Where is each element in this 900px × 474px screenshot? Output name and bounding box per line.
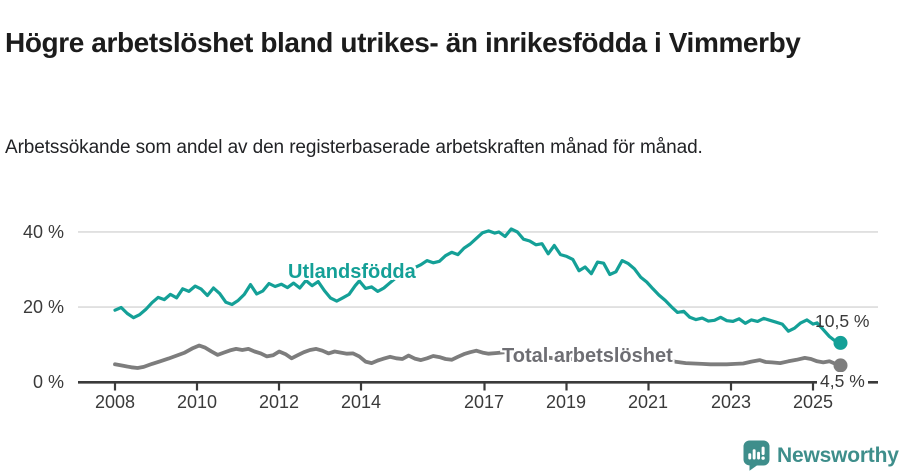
newsworthy-logo: Newsworthy	[743, 440, 899, 471]
x-tick-label-2010: 2010	[176, 392, 218, 412]
end-dot-total-arbetsloshet	[833, 358, 848, 373]
series-label-total-arbetsloshet: Total arbetslöshet	[502, 345, 673, 367]
series-label-utlandsfodda: Utlandsfödda	[288, 261, 416, 283]
x-tick-label-2014: 2014	[340, 392, 382, 412]
x-tick-label-2019: 2019	[545, 392, 587, 412]
x-tick-label-2025: 2025	[792, 392, 834, 412]
y-tick-label-40: 40 %	[22, 222, 64, 242]
exclamation-stem	[761, 446, 765, 455]
end-value-label-total-arbetsloshet: 4,5 %	[817, 372, 868, 391]
speech-bubble-shape	[743, 440, 770, 471]
x-tick-label-2021: 2021	[627, 392, 669, 412]
newsworthy-logo-icon	[743, 440, 770, 471]
x-tick-label-2023: 2023	[710, 392, 752, 412]
end-value-label-utlandsfodda: 10,5 %	[815, 311, 870, 331]
mini-bar-chart-glyph	[748, 446, 765, 460]
line-total-arbetsloshet	[113, 343, 843, 370]
end-dot-utlandsfodda	[833, 335, 848, 350]
y-tick-label-20: 20 %	[22, 297, 64, 317]
x-tick-label-2012: 2012	[258, 392, 300, 412]
x-tick-label-2008: 2008	[94, 392, 136, 412]
page-title: Högre arbetslöshet bland utrikes- än inr…	[5, 26, 801, 58]
y-tick-label-0: 0 %	[32, 372, 64, 392]
x-tick-label-2017: 2017	[463, 392, 505, 412]
x-axis-ticks	[113, 382, 815, 391]
brand-name: Newsworthy	[777, 443, 899, 467]
chart-subtitle: Arbetssökande som andel av den registerb…	[5, 137, 703, 158]
exclamation-dot	[761, 456, 765, 460]
line-utlandsfodda	[113, 227, 843, 345]
